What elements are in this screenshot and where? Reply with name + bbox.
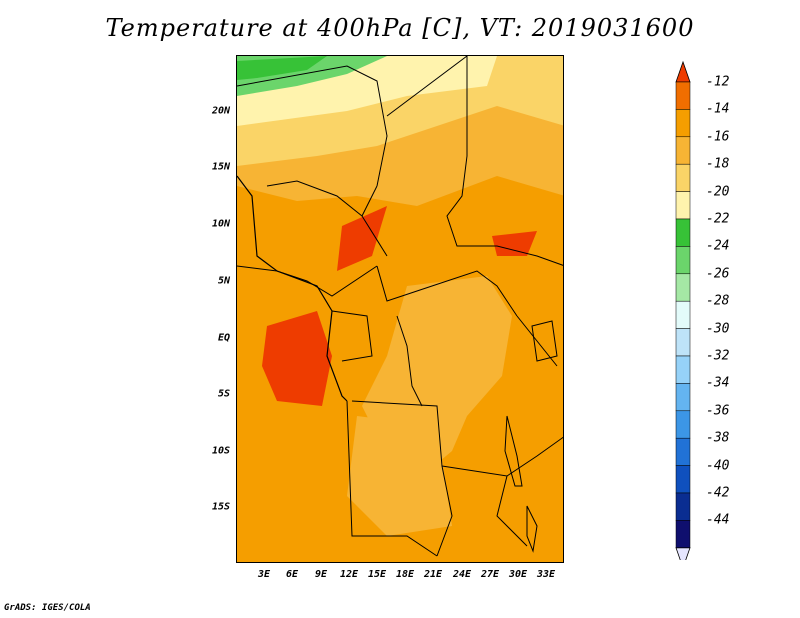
map-panel — [236, 55, 564, 563]
colorbar-label: -44 — [706, 512, 730, 528]
colorbar-segment — [675, 273, 691, 302]
colorbar-label: -16 — [706, 129, 730, 145]
temperature-map — [237, 56, 563, 562]
colorbar-label: -26 — [706, 266, 730, 282]
lon-label-9e: 9E — [314, 569, 328, 580]
colorbar-segment — [675, 410, 691, 439]
colorbar-segment — [675, 246, 691, 275]
colorbar-label: -34 — [706, 375, 730, 391]
lake-tanganyika — [504, 415, 523, 487]
colorbar-segment — [675, 465, 691, 494]
field-warm-east — [492, 231, 537, 256]
colorbar-segment — [675, 492, 691, 521]
colorbar — [675, 60, 691, 560]
field-warm-west — [337, 206, 387, 271]
lat-label-15s: 15S — [211, 501, 230, 513]
lat-label-10s: 10S — [211, 445, 230, 457]
lake-malawi — [526, 505, 538, 553]
field-north-24 — [237, 56, 327, 80]
colorbar-segment — [675, 109, 691, 138]
lon-label-30e: 30E — [508, 569, 528, 580]
lon-label-12e: 12E — [339, 569, 359, 580]
lon-label-33e: 33E — [536, 569, 556, 580]
colorbar-segment — [675, 328, 691, 357]
lon-label-27e: 27E — [480, 569, 500, 580]
colorbar-label: -24 — [706, 238, 730, 254]
lat-label-10n: 10N — [211, 218, 230, 230]
colorbar-segment — [675, 437, 691, 466]
lon-label-3e: 3E — [257, 569, 271, 580]
lake-victoria — [531, 320, 558, 362]
lon-label-6e: 6E — [285, 569, 299, 580]
country-borders — [237, 56, 563, 557]
lat-label-20n: 20N — [211, 105, 230, 117]
colorbar-segment — [675, 218, 691, 247]
colorbar-label: -22 — [706, 211, 730, 227]
colorbar-segment — [675, 355, 691, 384]
colorbar-label: -36 — [706, 403, 730, 419]
field-warm-core — [262, 311, 332, 406]
lon-label-21e: 21E — [423, 569, 443, 580]
colorbar-segment — [675, 136, 691, 165]
coastline — [237, 175, 348, 402]
colorbar-label: -32 — [706, 348, 730, 364]
colorbar-segment — [675, 300, 691, 329]
lat-label-15n: 15N — [211, 161, 230, 173]
lat-label-5s: 5S — [217, 388, 230, 400]
colorbar-label: -20 — [706, 184, 730, 200]
colorbar-segment — [675, 383, 691, 412]
lat-label-eq: EQ — [217, 332, 230, 344]
colorbar-segment — [675, 191, 691, 220]
colorbar-segment — [675, 520, 691, 549]
field-south-light — [347, 416, 452, 536]
colorbar-label: -14 — [706, 101, 730, 117]
footer-credit: GrADS: IGES/COLA — [4, 603, 91, 613]
chart-title: Temperature at 400hPa [C], VT: 201903160… — [105, 14, 695, 42]
colorbar-label: -18 — [706, 156, 730, 172]
colorbar-top-arrow — [675, 60, 691, 83]
colorbar-label: -38 — [706, 430, 730, 446]
colorbar-label: -30 — [706, 321, 730, 337]
colorbar-label: -42 — [706, 485, 730, 501]
lon-label-15e: 15E — [367, 569, 387, 580]
colorbar-label: -12 — [706, 74, 730, 90]
colorbar-segment — [675, 163, 691, 192]
lat-label-5n: 5N — [217, 275, 230, 287]
lon-label-18e: 18E — [395, 569, 415, 580]
colorbar-label: -28 — [706, 293, 730, 309]
colorbar-label: -40 — [706, 458, 730, 474]
colorbar-bottom-arrow — [675, 547, 691, 560]
lon-label-24e: 24E — [452, 569, 472, 580]
colorbar-segment — [675, 81, 691, 110]
